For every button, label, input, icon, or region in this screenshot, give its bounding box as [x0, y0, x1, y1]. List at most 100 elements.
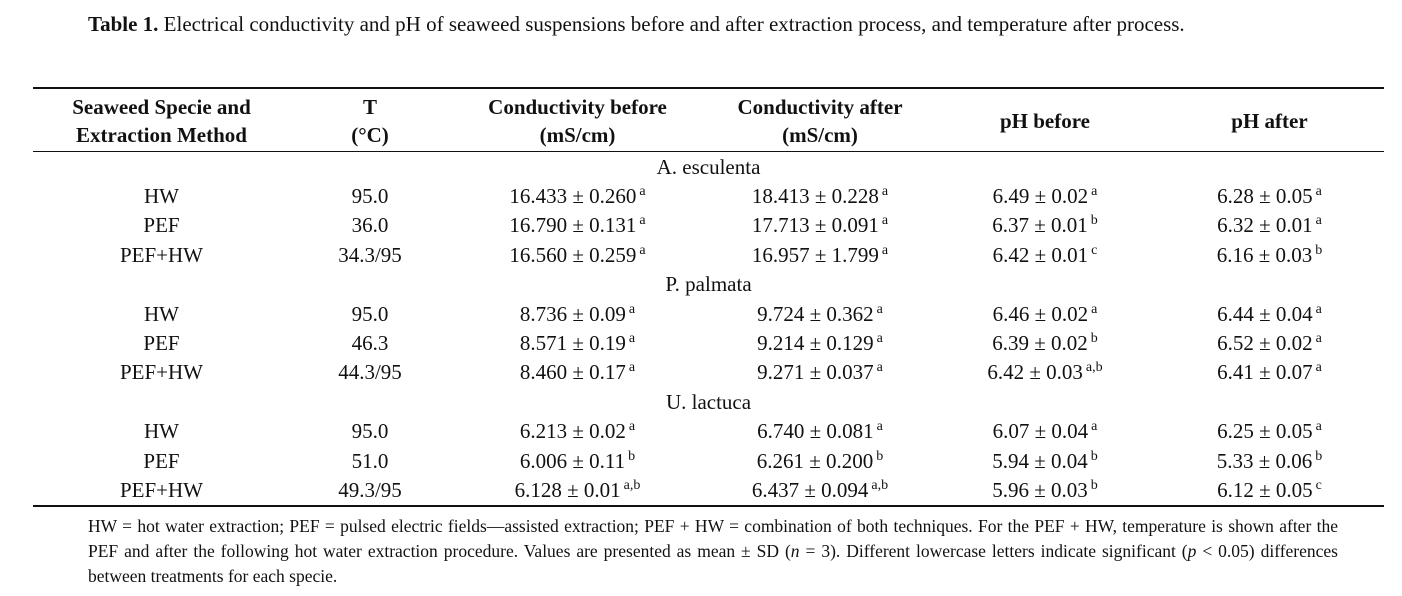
footnote-text-3: < 0.05) differences between treatments f… — [88, 541, 1338, 586]
species-name: P. palmata — [665, 272, 752, 297]
significance-letter: a,b — [623, 477, 641, 493]
table-row: PEF 51.0 6.006 ± 0.11 b 6.261 ± 0.200 b 5.94 ±… — [33, 446, 1384, 475]
value-text: 6.25 ± 0.05 — [1217, 419, 1313, 444]
value-text: 5.94 ± 0.04 — [992, 448, 1088, 473]
value-cell: 6.261 ± 0.200 b — [705, 446, 935, 475]
significance-letter: a,b — [871, 477, 889, 493]
significance-letter: a — [1315, 360, 1322, 376]
significance-letter: a — [1315, 331, 1322, 347]
value-text: 8.571 ± 0.19 — [519, 331, 626, 356]
footnote-n: n — [790, 541, 800, 561]
temperature-cell: 51.0 — [351, 448, 389, 473]
column-header-line: (mS/cm) — [539, 123, 616, 147]
method-cell: PEF+HW — [33, 475, 290, 507]
value-cell: 9.724 ± 0.362 a — [705, 299, 935, 328]
temperature-cell: 95.0 — [351, 184, 389, 209]
value-cell: 8.736 ± 0.09 a — [450, 299, 705, 328]
table-row: PEF+HW 44.3/95 8.460 ± 0.17 a 9.271 ± 0.037 a… — [33, 358, 1384, 387]
value-text: 6.37 ± 0.01 — [992, 213, 1088, 238]
value-text: 6.52 ± 0.02 — [1217, 331, 1313, 356]
value-cell: 17.713 ± 0.091 a — [705, 211, 935, 240]
significance-letter: b — [1090, 331, 1098, 347]
value-text: 16.433 ± 0.260 — [509, 184, 637, 209]
significance-letter: b — [1315, 448, 1323, 464]
table-row: HW 95.0 8.736 ± 0.09 a 9.724 ± 0.362 a 6.46 ± … — [33, 299, 1384, 328]
significance-letter: a — [876, 331, 883, 347]
temperature-cell: 36.0 — [351, 213, 389, 238]
column-header-line: Seaweed Specie and — [72, 95, 251, 119]
column-header-line: pH before — [999, 109, 1091, 133]
group-row: P. palmata — [33, 270, 1384, 299]
value-text: 6.261 ± 0.200 — [756, 448, 874, 473]
method-cell: PEF — [143, 213, 180, 238]
significance-letter: c — [1091, 242, 1098, 258]
value-text: 9.271 ± 0.037 — [757, 360, 874, 385]
value-text: 6.46 ± 0.02 — [992, 301, 1089, 326]
value-text: 6.12 ± 0.05 — [1217, 477, 1313, 502]
column-header: pH after — [1155, 87, 1384, 152]
value-cell: 9.271 ± 0.037 a — [705, 358, 935, 387]
group-row: U. lactuca — [33, 387, 1384, 416]
table-header: Seaweed Specie and Extraction Method T (°C)… — [33, 87, 1384, 152]
value-text: 6.128 ± 0.01 — [514, 477, 621, 502]
significance-letter: a — [1315, 213, 1322, 229]
value-cell: 6.25 ± 0.05 a — [1155, 417, 1384, 446]
value-text: 6.41 ± 0.07 — [1217, 360, 1313, 385]
value-text: 6.740 ± 0.081 — [757, 419, 874, 444]
value-cell: 6.16 ± 0.03 b — [1155, 240, 1384, 269]
significance-letter: b — [876, 448, 884, 464]
value-cell: 9.214 ± 0.129 a — [705, 328, 935, 357]
temperature-cell: 95.0 — [351, 301, 389, 326]
value-cell: 6.128 ± 0.01 a,b — [450, 475, 705, 507]
temperature-cell: 46.3 — [351, 331, 389, 356]
significance-letter: a — [1315, 184, 1322, 200]
value-text: 16.957 ± 1.799 — [751, 242, 879, 267]
group-label-cell: P. palmata — [33, 270, 1384, 299]
value-cell: 6.46 ± 0.02 a — [935, 299, 1155, 328]
value-text: 6.006 ± 0.11 — [519, 448, 626, 473]
table-caption: Table 1. Electrical conductivity and pH … — [88, 8, 1348, 40]
column-header-line: Conductivity before — [488, 95, 667, 119]
value-cell: 8.571 ± 0.19 a — [450, 328, 705, 357]
value-text: 6.16 ± 0.03 — [1216, 242, 1313, 267]
significance-letter: a — [876, 301, 883, 317]
significance-letter: a — [628, 419, 636, 435]
value-cell: 5.94 ± 0.04 b — [935, 446, 1155, 475]
value-cell: 8.460 ± 0.17 a — [450, 358, 705, 387]
significance-letter: a — [1091, 184, 1098, 200]
temperature-cell: 34.3/95 — [338, 242, 402, 267]
table-row: HW 95.0 6.213 ± 0.02 a 6.740 ± 0.081 a 6.07 ± … — [33, 417, 1384, 446]
value-cell: 6.52 ± 0.02 a — [1155, 328, 1384, 357]
value-cell: 6.41 ± 0.07 a — [1155, 358, 1384, 387]
significance-letter: a — [876, 360, 883, 376]
column-header-line: Extraction Method — [76, 123, 247, 147]
temperature-cell: 95.0 — [351, 419, 389, 444]
column-header: T (°C) — [290, 87, 450, 152]
caption-label: Table 1. — [88, 12, 159, 36]
value-text: 5.33 ± 0.06 — [1216, 448, 1313, 473]
method-cell: HW — [144, 301, 179, 326]
significance-letter: b — [628, 448, 636, 464]
footnote-text-1: HW = hot water extraction; PEF = pulsed … — [88, 516, 1338, 561]
significance-letter: a,b — [1085, 360, 1103, 376]
method-cell: HW — [144, 419, 179, 444]
value-text: 8.736 ± 0.09 — [519, 301, 626, 326]
significance-letter: b — [1090, 477, 1098, 493]
value-cell: 6.740 ± 0.081 a — [705, 417, 935, 446]
significance-letter: a — [1091, 301, 1098, 317]
value-cell: 18.413 ± 0.228 a — [705, 181, 935, 210]
value-cell: 6.07 ± 0.04 a — [935, 417, 1155, 446]
significance-letter: b — [1315, 242, 1323, 258]
temperature-cell: 44.3/95 — [338, 360, 402, 385]
value-text: 9.214 ± 0.129 — [757, 331, 874, 356]
table-row: PEF+HW 34.3/95 16.560 ± 0.259 a 16.957 ± 1.7… — [33, 240, 1384, 269]
value-cell: 6.37 ± 0.01 b — [935, 211, 1155, 240]
significance-letter: a — [639, 242, 646, 258]
column-header: Conductivity before (mS/cm) — [450, 87, 705, 152]
value-text: 6.49 ± 0.02 — [992, 184, 1089, 209]
column-header-line: Conductivity after — [737, 95, 903, 119]
table-row: PEF+HW 49.3/95 6.128 ± 0.01 a,b 6.437 ± 0.09… — [33, 475, 1384, 507]
table-row: PEF 36.0 16.790 ± 0.131 a 17.713 ± 0.091 a 6.3… — [33, 211, 1384, 240]
value-text: 16.790 ± 0.131 — [509, 213, 637, 238]
value-cell: 16.433 ± 0.260 a — [450, 181, 705, 210]
